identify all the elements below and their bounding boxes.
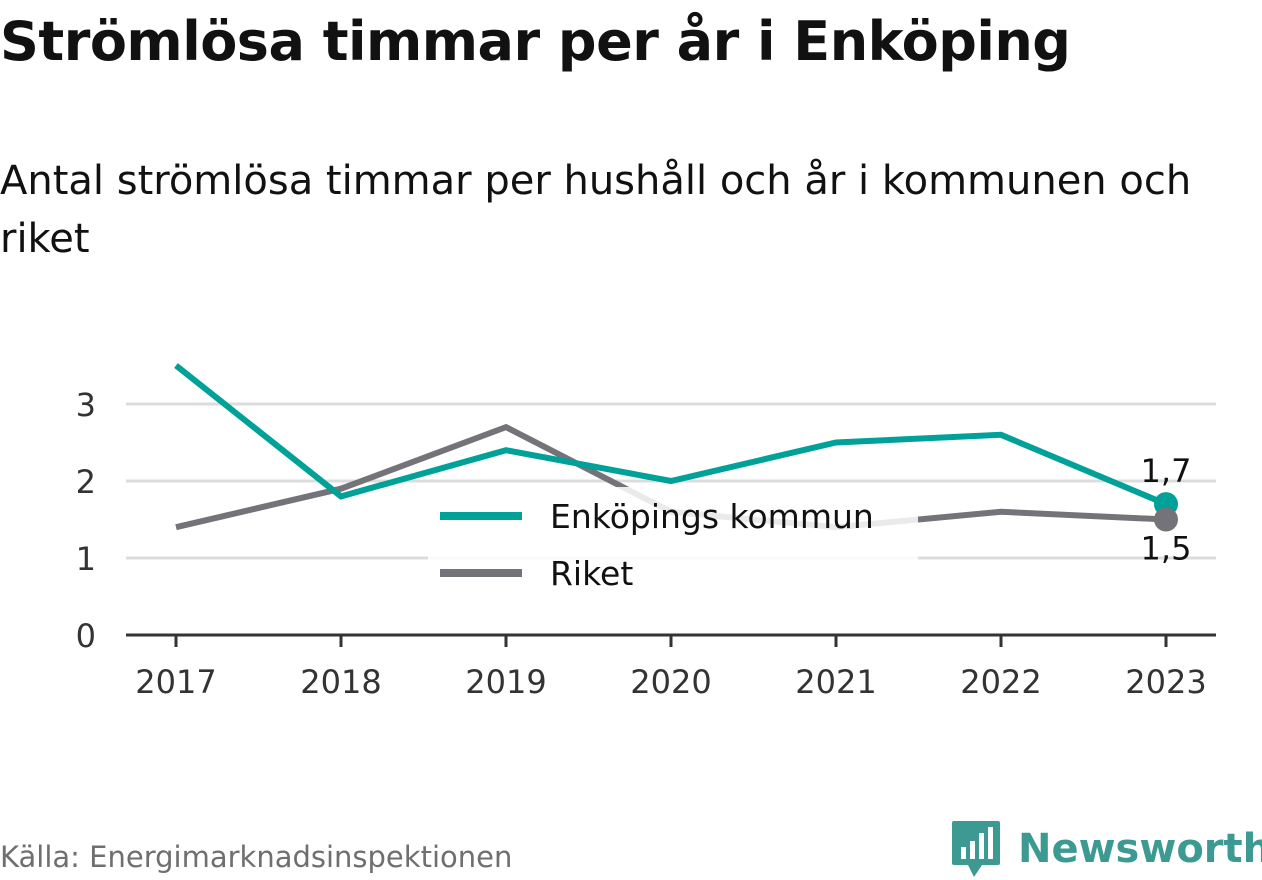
x-tick-label: 2020 <box>630 663 711 701</box>
legend-background <box>428 487 918 605</box>
legend-label: Riket <box>550 554 633 593</box>
newsworthy-logo-icon <box>952 821 1000 877</box>
chart-subtitle: Antal strömlösa timmar per hushåll och å… <box>0 158 1192 262</box>
x-tick-label: 2018 <box>300 663 381 701</box>
x-tick-label: 2022 <box>960 663 1041 701</box>
x-tick-label: 2021 <box>795 663 876 701</box>
chart-title: Strömlösa timmar per år i Enköping <box>0 10 1071 73</box>
y-tick-label: 3 <box>76 386 96 424</box>
x-tick-label: 2023 <box>1125 663 1206 701</box>
brand: Newsworthy <box>950 818 1262 880</box>
legend-label: Enköpings kommun <box>550 497 874 536</box>
end-point-marker <box>1154 507 1178 532</box>
y-tick-label: 2 <box>76 463 96 501</box>
x-tick-label: 2017 <box>135 663 216 701</box>
end-value-label: 1,5 <box>1141 530 1192 568</box>
brand-name: Newsworthy <box>1018 826 1262 872</box>
end-value-label: 1,7 <box>1141 452 1192 490</box>
x-tick-label: 2019 <box>465 663 546 701</box>
source-note: Källa: Energimarknadsinspektionen <box>0 840 513 874</box>
series-line-enkopings-kommun <box>174 363 1168 507</box>
y-tick-label: 0 <box>76 617 96 655</box>
y-tick-label: 1 <box>76 540 96 578</box>
